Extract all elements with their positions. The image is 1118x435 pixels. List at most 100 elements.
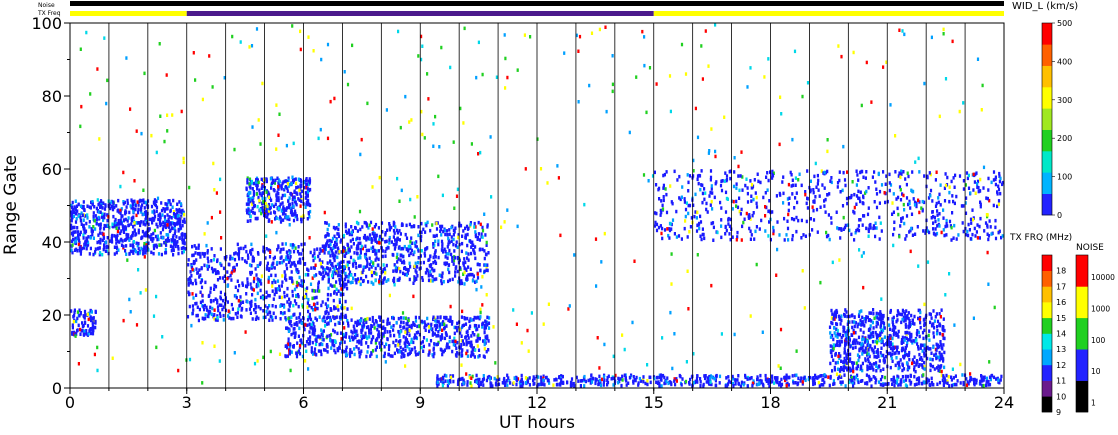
echo-cell xyxy=(787,202,790,206)
echo-cell xyxy=(456,328,459,333)
echo-cell xyxy=(519,379,523,384)
echo-cell xyxy=(448,345,451,350)
echo-cell xyxy=(703,236,706,241)
echo-cell xyxy=(583,384,586,388)
echo-cell xyxy=(126,219,129,223)
echo-cell xyxy=(88,311,91,316)
echo-cell xyxy=(895,356,898,360)
echo-cell xyxy=(880,183,884,187)
echo-cell xyxy=(175,208,178,212)
echo-cell xyxy=(290,315,293,319)
echo-cell xyxy=(844,384,847,388)
echo-cell xyxy=(79,252,82,256)
echo-cell xyxy=(707,378,710,382)
echo-cell xyxy=(432,354,435,359)
echo-cell xyxy=(441,383,444,388)
echo-cell xyxy=(797,376,800,381)
echo-cell xyxy=(659,208,662,213)
echo-cell xyxy=(353,329,356,334)
echo-cell xyxy=(465,339,468,343)
echo-cell xyxy=(343,306,346,310)
echo-cell xyxy=(417,256,420,260)
echo-cell xyxy=(709,169,713,173)
echo-cell xyxy=(930,324,934,328)
echo-cell xyxy=(468,319,471,324)
echo-cell xyxy=(276,176,279,180)
echo-cell xyxy=(836,185,839,189)
echo-cell xyxy=(123,227,126,231)
echo-cell xyxy=(845,310,848,314)
echo-cell xyxy=(952,376,955,380)
echo-cell xyxy=(724,224,727,229)
echo-cell xyxy=(838,170,841,174)
echo-cell xyxy=(358,354,361,359)
echo-cell xyxy=(811,228,814,232)
echo-cell xyxy=(450,322,454,326)
echo-cell xyxy=(133,199,136,204)
echo-cell xyxy=(877,354,880,359)
echo-cell xyxy=(122,218,125,223)
echo-cell xyxy=(371,238,374,242)
echo-cell xyxy=(198,275,201,279)
echo-cell xyxy=(289,210,293,215)
echo-cell xyxy=(320,328,323,332)
echo-cell xyxy=(208,309,211,314)
echo-cell xyxy=(920,381,923,386)
echo-cell xyxy=(182,238,186,242)
echo-cell xyxy=(178,207,181,212)
echo-cell xyxy=(303,185,306,190)
echo-cell xyxy=(560,374,563,378)
echo-cell xyxy=(451,277,454,282)
echo-cell xyxy=(339,273,342,278)
echo-cell xyxy=(897,363,900,367)
echo-cell xyxy=(832,379,835,383)
echo-cell xyxy=(236,242,239,247)
echo-cell xyxy=(370,351,373,355)
echo-cell xyxy=(432,315,435,319)
echo-cell xyxy=(421,278,424,282)
echo-cell xyxy=(420,230,423,235)
echo-cell xyxy=(163,222,166,226)
echo-cell xyxy=(282,259,285,263)
echo-cell xyxy=(303,242,306,246)
echo-cell xyxy=(902,202,905,207)
echo-cell xyxy=(720,218,723,222)
echo-cell xyxy=(363,220,366,225)
echo-cell xyxy=(329,283,332,287)
echo-cell xyxy=(834,352,837,357)
echo-cell xyxy=(321,277,324,281)
echo-cell xyxy=(830,216,833,220)
echo-cell xyxy=(729,176,732,181)
echo-cell xyxy=(100,199,103,204)
echo-cell xyxy=(326,239,329,243)
echo-cell xyxy=(71,205,74,210)
echo-cell xyxy=(155,245,158,249)
echo-cell xyxy=(240,315,243,319)
echo-cell xyxy=(350,350,353,355)
echo-cell xyxy=(896,377,899,382)
echo-cell xyxy=(305,295,308,300)
echo-cell xyxy=(431,333,434,337)
echo-cell xyxy=(422,344,425,349)
echo-cell xyxy=(444,316,447,321)
echo-cell xyxy=(948,384,951,388)
echo-cell xyxy=(764,191,767,195)
echo-cell xyxy=(921,349,924,353)
echo-cell xyxy=(603,378,606,382)
echo-cell xyxy=(337,308,340,312)
echo-cell xyxy=(369,354,372,358)
echo-cell xyxy=(139,223,142,228)
echo-cell xyxy=(144,200,147,205)
echo-cell xyxy=(877,312,880,316)
echo-cell xyxy=(924,347,927,351)
echo-cell xyxy=(897,375,900,379)
echo-cell xyxy=(90,310,93,314)
echo-cell xyxy=(348,230,351,235)
echo-cell xyxy=(95,217,98,221)
echo-cell xyxy=(358,236,361,241)
echo-cell xyxy=(323,251,326,255)
echo-cell xyxy=(120,222,123,226)
echo-cell xyxy=(459,281,462,286)
echo-cell xyxy=(400,320,403,324)
echo-cell xyxy=(347,321,350,325)
